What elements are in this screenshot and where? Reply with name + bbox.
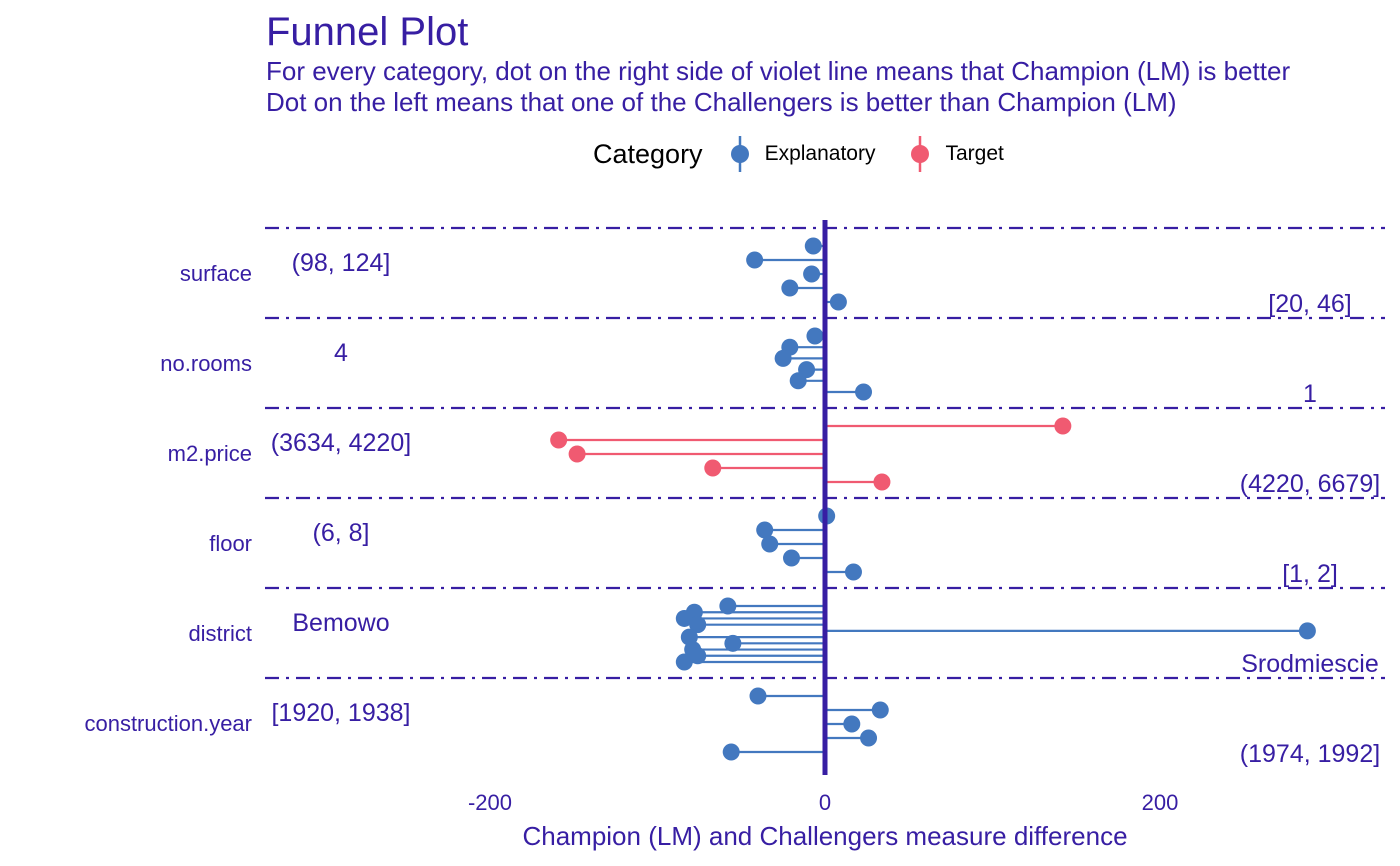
legend-title: Category	[593, 138, 703, 169]
chart-subtitle-line-1: For every category, dot on the right sid…	[266, 56, 1291, 86]
y-tick-label: m2.price	[168, 441, 252, 466]
data-point	[781, 279, 799, 297]
data-point	[829, 293, 847, 311]
y-tick-label: no.rooms	[160, 351, 252, 376]
right-category-label: [1, 2]	[1282, 560, 1338, 588]
data-point	[550, 431, 568, 449]
data-point	[746, 251, 764, 269]
data-point	[860, 729, 878, 747]
data-point	[844, 563, 862, 581]
left-category-label: [1920, 1938]	[271, 699, 410, 727]
y-tick-label: floor	[209, 531, 252, 556]
data-point	[722, 743, 740, 761]
legend-item-target: Target	[905, 136, 1004, 172]
legend-label-target: Target	[945, 142, 1004, 165]
left-category-label: (98, 124]	[292, 249, 391, 277]
legend-label-explanatory: Explanatory	[764, 142, 876, 165]
legend-key-target	[911, 136, 930, 172]
data-point	[843, 715, 861, 733]
right-category-label: Srodmiescie	[1241, 650, 1379, 678]
data-point	[806, 327, 824, 345]
right-category-label: (1974, 1992]	[1240, 740, 1380, 768]
data-point	[756, 521, 774, 539]
data-point	[568, 445, 586, 463]
right-category-label: 1	[1303, 380, 1317, 408]
x-axis-label: Champion (LM) and Challengers measure di…	[522, 821, 1127, 851]
chart-subtitle-line-2: Dot on the left means that one of the Ch…	[266, 87, 1177, 117]
x-tick-label: 0	[819, 790, 831, 815]
legend: Category Explanatory Target	[593, 136, 1034, 172]
left-category-label: (3634, 4220]	[271, 429, 411, 457]
data-point	[803, 265, 821, 283]
data-point	[724, 634, 742, 652]
data-point	[689, 647, 707, 665]
right-category-label: (4220, 6679]	[1240, 470, 1380, 498]
y-tick-label: surface	[180, 261, 252, 286]
data-point	[789, 372, 807, 390]
data-point	[761, 535, 779, 553]
right-category-label: [20, 46]	[1268, 290, 1351, 318]
chart-title: Funnel Plot	[266, 10, 469, 54]
data-point	[871, 701, 889, 719]
plot-area: (98, 124] [20, 46] 4 1 (3634, 4220] (4220, 66…	[265, 226, 1385, 768]
data-point	[719, 597, 737, 615]
data-point	[689, 616, 707, 634]
data-point	[675, 653, 693, 671]
data-point	[704, 459, 722, 477]
left-category-label: (6, 8]	[313, 519, 370, 547]
data-point	[675, 609, 693, 627]
x-tick-label: 200	[1142, 790, 1179, 815]
data-point	[855, 383, 873, 401]
y-tick-label: district	[188, 621, 252, 646]
y-tick-label: construction.year	[84, 711, 252, 736]
data-point	[749, 687, 767, 705]
data-point	[804, 237, 822, 255]
x-tick-label: -200	[468, 790, 512, 815]
data-point	[1298, 622, 1316, 640]
data-point	[774, 349, 792, 367]
data-point	[783, 549, 800, 567]
data-point	[1054, 417, 1072, 435]
legend-item-explanatory: Explanatory	[725, 136, 876, 172]
left-category-label: Bemowo	[292, 609, 389, 637]
legend-key-explanatory	[730, 136, 749, 172]
data-point	[873, 473, 891, 491]
left-category-label: 4	[334, 339, 348, 367]
